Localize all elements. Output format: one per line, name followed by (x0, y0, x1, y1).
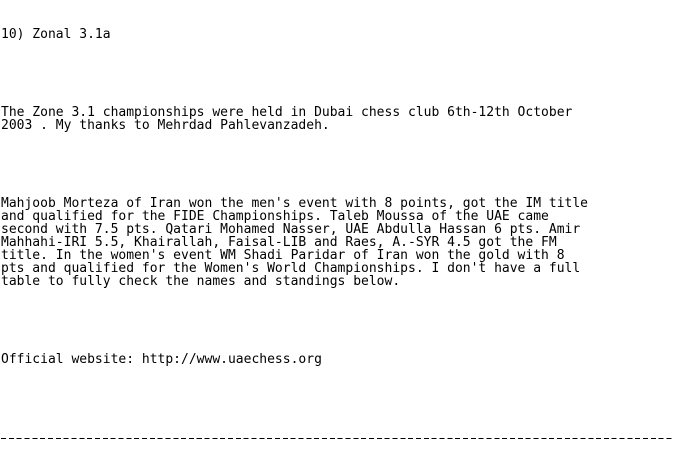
text-line: table to fully check the names and stand… (1, 274, 401, 289)
text-line: pts and qualified for the Women's World … (1, 261, 581, 276)
website: Official website: http://www.uaechess.or… (1, 352, 322, 367)
text-line: and qualified for the FIDE Championships… (1, 209, 549, 224)
text-line: Mahhahi-IRI 5.5, Khairallah, Faisal-LIB … (1, 235, 557, 250)
text-line: Mahjoob Morteza of Iran won the men's ev… (1, 196, 588, 211)
heading: 10) Zonal 3.1a (1, 27, 111, 42)
intro: The Zone 3.1 championships were held in … (1, 106, 676, 132)
text-line: 2003 . My thanks to Mehrdad Pahlevanzade… (1, 118, 330, 133)
text-line: title. In the women's event WM Shadi Par… (1, 248, 565, 263)
text-line: second with 7.5 pts. Qatari Mohamed Nass… (1, 222, 581, 237)
separator (1, 431, 673, 444)
report: Mahjoob Morteza of Iran won the men's ev… (1, 197, 676, 288)
text-line: The Zone 3.1 championships were held in … (1, 105, 573, 120)
